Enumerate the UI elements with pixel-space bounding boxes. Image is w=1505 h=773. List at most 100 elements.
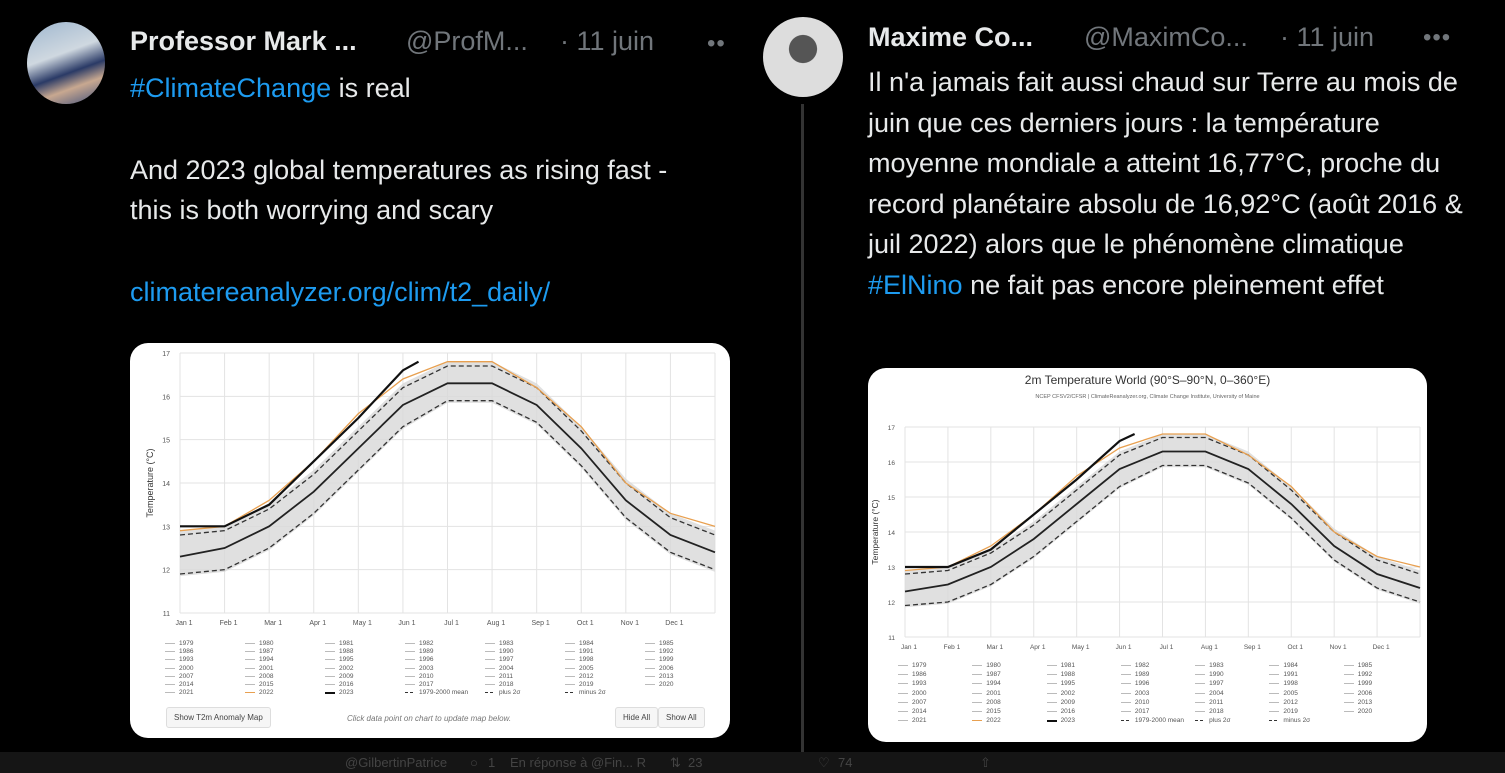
legend-item[interactable]: 2005 bbox=[565, 665, 645, 672]
legend-item[interactable]: 2002 bbox=[1046, 690, 1121, 697]
legend-item[interactable]: 1998 bbox=[1269, 680, 1343, 687]
legend-item[interactable]: 2016 bbox=[1046, 708, 1121, 715]
legend-item[interactable]: 1995 bbox=[325, 656, 405, 663]
legend-item[interactable]: 1984 bbox=[1269, 662, 1343, 669]
legend-item[interactable]: 1992 bbox=[645, 648, 725, 655]
legend-item[interactable]: 2022 bbox=[245, 689, 325, 696]
legend-item[interactable]: 2013 bbox=[645, 673, 725, 680]
legend-item[interactable]: 1982 bbox=[1120, 662, 1195, 669]
hide-all-button[interactable]: Hide All bbox=[615, 707, 659, 728]
more-options-icon[interactable]: •• bbox=[707, 30, 726, 57]
legend-item[interactable]: 1983 bbox=[485, 640, 565, 647]
legend-item[interactable]: 1993 bbox=[898, 680, 972, 687]
legend-item[interactable]: 1996 bbox=[405, 656, 485, 663]
legend-item[interactable]: 2004 bbox=[1195, 690, 1269, 697]
legend-item[interactable]: 2001 bbox=[245, 665, 325, 672]
chart-image[interactable]: 11 12 13 14 15 16 17 Jan 1 Feb 1 Mar 1 Apr 1 May 1 J… bbox=[130, 343, 730, 738]
legend-item[interactable]: 1999 bbox=[1343, 680, 1418, 687]
legend-item[interactable]: 2002 bbox=[325, 665, 405, 672]
legend-item[interactable]: 2003 bbox=[405, 665, 485, 672]
author-name[interactable]: Professor Mark ... bbox=[130, 26, 357, 56]
legend-item[interactable]: minus 2σ bbox=[1269, 717, 1343, 724]
legend-item[interactable]: 1979 bbox=[165, 640, 245, 647]
legend-item[interactable]: 1989 bbox=[1120, 671, 1195, 678]
legend-item[interactable]: 2015 bbox=[972, 708, 1046, 715]
legend-item[interactable]: 1996 bbox=[1120, 680, 1195, 687]
legend-item[interactable]: 2014 bbox=[165, 681, 245, 688]
legend-item[interactable]: 1991 bbox=[1269, 671, 1343, 678]
legend-item[interactable]: 1987 bbox=[245, 648, 325, 655]
chart-image[interactable]: 2m Temperature World (90°S–90°N, 0–360°E… bbox=[868, 368, 1427, 742]
legend-item[interactable]: 1994 bbox=[245, 656, 325, 663]
author-handle[interactable]: @ProfM... bbox=[406, 26, 528, 56]
legend-item[interactable]: 1992 bbox=[1343, 671, 1418, 678]
legend-item[interactable]: 2006 bbox=[645, 665, 725, 672]
legend-item[interactable]: 1986 bbox=[165, 648, 245, 655]
legend-item[interactable]: 1990 bbox=[1195, 671, 1269, 678]
legend-item[interactable]: 2017 bbox=[1120, 708, 1195, 715]
legend-item[interactable]: 2019 bbox=[1269, 708, 1343, 715]
show-anomaly-map-button[interactable]: Show T2m Anomaly Map bbox=[166, 707, 271, 728]
legend-item[interactable]: 1980 bbox=[972, 662, 1046, 669]
legend-item[interactable]: 1988 bbox=[1046, 671, 1121, 678]
legend-item[interactable]: 2012 bbox=[1269, 699, 1343, 706]
legend-item[interactable]: 1989 bbox=[405, 648, 485, 655]
tweet-date[interactable]: · 11 juin bbox=[1280, 22, 1375, 52]
legend-item[interactable]: 1984 bbox=[565, 640, 645, 647]
show-all-button[interactable]: Show All bbox=[658, 707, 705, 728]
url-link[interactable]: climatereanalyzer.org/clim/t2_daily/ bbox=[130, 276, 551, 307]
legend-item[interactable]: 2003 bbox=[1120, 690, 1195, 697]
legend-item[interactable]: 2008 bbox=[972, 699, 1046, 706]
author-handle[interactable]: @MaximCo... bbox=[1084, 22, 1248, 52]
legend-item[interactable]: 2023 bbox=[1046, 717, 1121, 724]
legend-item[interactable]: 2017 bbox=[405, 681, 485, 688]
legend-item[interactable]: 1988 bbox=[325, 648, 405, 655]
legend-item[interactable]: 2010 bbox=[405, 673, 485, 680]
legend-item[interactable]: 2005 bbox=[1269, 690, 1343, 697]
hashtag-link[interactable]: #ElNino bbox=[868, 269, 963, 300]
author-name[interactable]: Maxime Co... bbox=[868, 22, 1034, 52]
legend-item[interactable]: 2014 bbox=[898, 708, 972, 715]
legend-item[interactable]: 2000 bbox=[898, 690, 972, 697]
reply-user[interactable]: @GilbertinPatrice bbox=[345, 755, 448, 770]
share-icon[interactable]: ⇧ bbox=[980, 755, 991, 770]
legend-item[interactable]: 1993 bbox=[165, 656, 245, 663]
legend-item[interactable]: 2009 bbox=[325, 673, 405, 680]
reply-to[interactable]: En réponse à @Fin... R bbox=[510, 755, 647, 770]
legend-item[interactable]: 2022 bbox=[972, 717, 1046, 724]
reply-icon[interactable]: ○ bbox=[470, 755, 478, 770]
legend-item[interactable]: 2015 bbox=[245, 681, 325, 688]
legend-item[interactable]: 2018 bbox=[485, 681, 565, 688]
legend-item[interactable]: 2001 bbox=[972, 690, 1046, 697]
legend-item[interactable]: 1990 bbox=[485, 648, 565, 655]
legend-item[interactable]: 1991 bbox=[565, 648, 645, 655]
legend-item[interactable]: 2020 bbox=[1343, 708, 1418, 715]
hashtag-link[interactable]: #ClimateChange bbox=[130, 73, 332, 103]
legend-item[interactable]: 1994 bbox=[972, 680, 1046, 687]
legend-item[interactable]: 2004 bbox=[485, 665, 565, 672]
legend-item[interactable]: plus 2σ bbox=[485, 689, 565, 696]
legend-item[interactable]: 1999 bbox=[645, 656, 725, 663]
legend-item[interactable]: 2013 bbox=[1343, 699, 1418, 706]
legend-item[interactable]: 1985 bbox=[645, 640, 725, 647]
legend-item[interactable]: 1997 bbox=[485, 656, 565, 663]
legend-item[interactable]: 2021 bbox=[165, 689, 245, 696]
tweet-date[interactable]: · 11 juin bbox=[560, 26, 655, 56]
legend-item[interactable]: 1979 bbox=[898, 662, 972, 669]
legend-item[interactable]: 2016 bbox=[325, 681, 405, 688]
legend-item[interactable]: 1998 bbox=[565, 656, 645, 663]
legend-item[interactable]: 2019 bbox=[565, 681, 645, 688]
legend-item[interactable]: 1985 bbox=[1343, 662, 1418, 669]
legend-item[interactable]: 2011 bbox=[485, 673, 565, 680]
legend-item[interactable]: 2009 bbox=[1046, 699, 1121, 706]
legend-item[interactable]: 2023 bbox=[325, 689, 405, 696]
more-options-icon[interactable]: ••• bbox=[1423, 24, 1452, 51]
retweet-icon[interactable]: ⇅ bbox=[670, 755, 681, 770]
legend-item[interactable]: 1979-2000 mean bbox=[1120, 717, 1195, 724]
legend-item[interactable]: 2010 bbox=[1120, 699, 1195, 706]
legend-item[interactable]: minus 2σ bbox=[565, 689, 645, 696]
avatar-professor-mark[interactable] bbox=[27, 22, 105, 104]
legend-item[interactable]: 2000 bbox=[165, 665, 245, 672]
legend-item[interactable]: 1987 bbox=[972, 671, 1046, 678]
legend-item[interactable]: 2021 bbox=[898, 717, 972, 724]
